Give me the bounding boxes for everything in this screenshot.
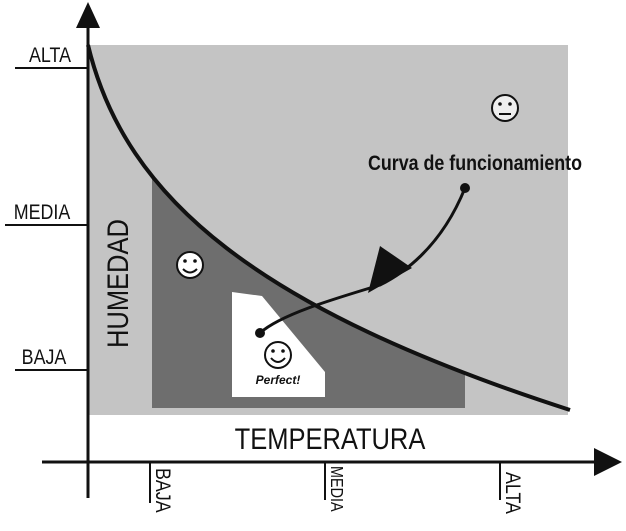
x-axis-arrow bbox=[594, 448, 622, 476]
arrow-head bbox=[368, 246, 412, 293]
y-axis-arrow bbox=[76, 2, 100, 28]
x-label: ALTA bbox=[501, 472, 525, 514]
arrow-end bbox=[255, 328, 265, 338]
annotation: Curva de funcionamiento bbox=[368, 152, 582, 176]
x-axis-title: TEMPERATURA bbox=[235, 422, 426, 455]
smiley-perfect bbox=[264, 341, 292, 369]
perfect-label: Perfect! bbox=[256, 373, 301, 387]
y-label: MEDIA bbox=[14, 201, 70, 225]
y-axis-title: HUMEDAD bbox=[101, 219, 134, 348]
y-label: BAJA bbox=[22, 346, 67, 370]
x-label: BAJA bbox=[151, 468, 175, 513]
y-label: ALTA bbox=[29, 44, 71, 68]
x-label: MEDIA bbox=[327, 466, 347, 512]
operating-curve bbox=[86, 44, 571, 412]
smiley-happy bbox=[176, 251, 204, 279]
smiley-neutral bbox=[491, 94, 519, 122]
